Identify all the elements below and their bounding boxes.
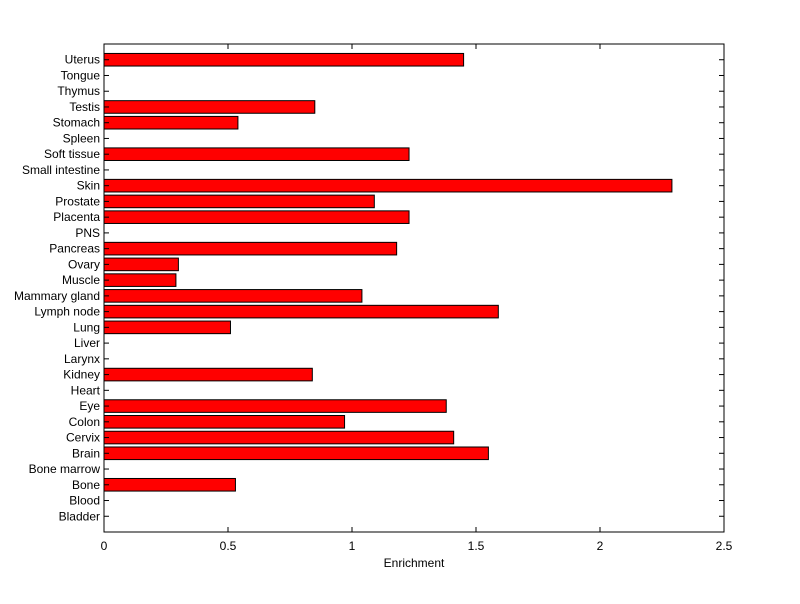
bar-muscle: [103, 273, 177, 287]
y-tick-label: Blood: [69, 494, 100, 508]
y-tick-label: Colon: [69, 415, 100, 429]
bar-eye: [103, 399, 447, 413]
y-tick-label: Lymph node: [34, 305, 100, 319]
x-tick-label: 1: [349, 539, 356, 553]
bar-cervix: [103, 430, 455, 445]
bar-skin: [103, 178, 673, 193]
y-tick-label: Cervix: [66, 431, 100, 445]
bar-soft-tissue: [103, 147, 410, 161]
x-axis-label: Enrichment: [384, 556, 445, 570]
bar-pancreas: [103, 241, 398, 256]
bar-mammary-gland: [103, 289, 363, 303]
y-tick-label: Kidney: [63, 368, 100, 382]
y-tick-label: Liver: [74, 336, 100, 350]
y-tick-label: Lung: [73, 320, 100, 334]
y-tick-label: Soft tissue: [44, 147, 100, 161]
ticks-layer: [103, 44, 725, 532]
y-tick-label: Mammary gland: [14, 289, 100, 303]
y-tick-label: Placenta: [53, 210, 100, 224]
x-tick-label: 0: [101, 539, 108, 553]
y-tick-label: Heart: [71, 383, 101, 397]
bar-bone: [103, 477, 236, 492]
y-tick-label: PNS: [75, 226, 100, 240]
plot-frame: [103, 43, 725, 533]
y-tick-label: Prostate: [55, 194, 100, 208]
y-tick-label: Tongue: [61, 68, 101, 82]
x-tick-label: 1.5: [468, 539, 485, 553]
y-tick-label: Muscle: [62, 273, 100, 287]
bar-brain: [103, 446, 489, 461]
y-tick-label: Bone: [72, 478, 100, 492]
bar-testis: [103, 100, 316, 114]
y-tick-label: Stomach: [53, 116, 100, 130]
x-tick-label: 2: [597, 539, 604, 553]
x-tick-label: 0.5: [220, 539, 237, 553]
bar-prostate: [103, 194, 375, 209]
bar-lung: [103, 320, 231, 335]
y-tick-label: Larynx: [64, 352, 100, 366]
bar-ovary: [103, 257, 179, 272]
y-tick-label: Eye: [79, 399, 100, 413]
y-tick-label: Bladder: [59, 509, 100, 523]
y-tick-label: Ovary: [68, 257, 100, 271]
bar-colon: [103, 415, 346, 429]
x-tick-labels: 0 0.5 1 1.5 2 2.5: [101, 539, 733, 553]
y-tick-label: Pancreas: [49, 242, 100, 256]
y-tick-label: Small intestine: [22, 163, 100, 177]
bar-placenta: [103, 210, 410, 224]
y-tick-label: Skin: [77, 179, 100, 193]
bar-uterus: [103, 52, 465, 67]
y-tick-label: Testis: [69, 100, 100, 114]
y-tick-label: Uterus: [65, 53, 100, 67]
y-tick-label: Bone marrow: [29, 462, 101, 476]
x-tick-label: 2.5: [716, 539, 733, 553]
y-tick-label: Spleen: [63, 131, 100, 145]
bar-kidney: [103, 367, 313, 382]
y-tick-label: Thymus: [57, 84, 100, 98]
bar-stomach: [103, 115, 239, 130]
y-tick-label: Brain: [72, 446, 100, 460]
bar-lymph-node: [103, 304, 499, 319]
